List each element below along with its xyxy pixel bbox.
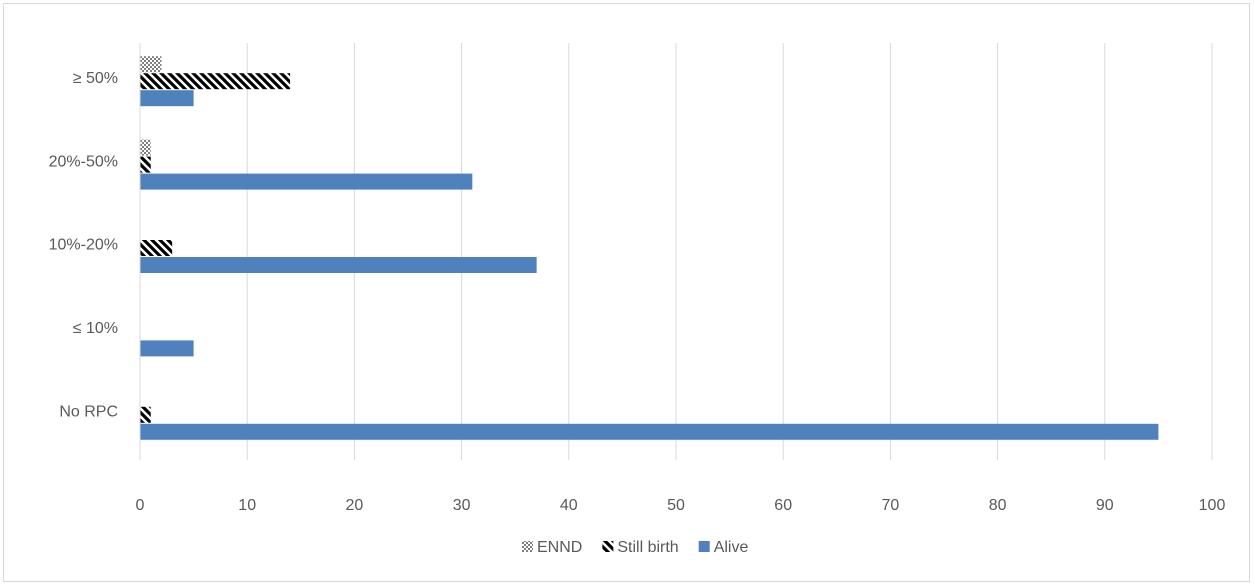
x-tick-label: 20 <box>346 497 364 514</box>
legend-swatch-still-birth <box>602 541 614 552</box>
x-tick-label: 10 <box>238 497 256 514</box>
category-label: No RPC <box>59 404 118 421</box>
legend-swatch-ennd <box>522 541 533 552</box>
bars <box>140 56 1159 440</box>
bar-alive-4 <box>140 90 194 107</box>
x-tick-label: 100 <box>1199 497 1226 514</box>
x-tick-label: 80 <box>989 497 1007 514</box>
category-label: 20%-50% <box>49 153 118 170</box>
bar-ennd-4 <box>140 56 162 73</box>
legend: ENND Still birth Alive <box>522 539 748 556</box>
bar-alive-2 <box>140 257 537 273</box>
legend-label-still-birth: Still birth <box>617 539 678 556</box>
legend-swatch-alive <box>698 541 710 552</box>
x-tick-label: 0 <box>136 497 145 514</box>
category-label: ≥ 50% <box>73 70 118 87</box>
x-tick-label: 50 <box>667 497 685 514</box>
x-tick-label: 40 <box>560 497 578 514</box>
gridlines <box>246 43 1213 460</box>
x-tick-label: 30 <box>453 497 471 514</box>
chart-frame <box>3 3 1250 582</box>
bar-alive-0 <box>140 423 1159 440</box>
bar-alive-3 <box>140 173 473 190</box>
category-label: ≤ 10% <box>73 320 118 337</box>
bar-ennd-3 <box>140 139 151 156</box>
legend-label-ennd: ENND <box>537 539 582 556</box>
axes: 0 10 20 30 40 50 60 70 80 90 100 No RPC ≤ 10% 10%-20%… <box>49 43 1226 514</box>
bar-still-birth-4 <box>140 73 291 90</box>
bar-still-birth-0 <box>140 406 151 423</box>
x-tick-label: 70 <box>882 497 900 514</box>
x-tick-label: 90 <box>1096 497 1114 514</box>
bar-alive-1 <box>140 340 194 357</box>
legend-label-alive: Alive <box>714 539 749 556</box>
x-tick-label: 60 <box>774 497 792 514</box>
bar-still-birth-2 <box>140 240 173 256</box>
bar-still-birth-3 <box>140 156 151 173</box>
category-label: 10%-20% <box>49 237 118 254</box>
